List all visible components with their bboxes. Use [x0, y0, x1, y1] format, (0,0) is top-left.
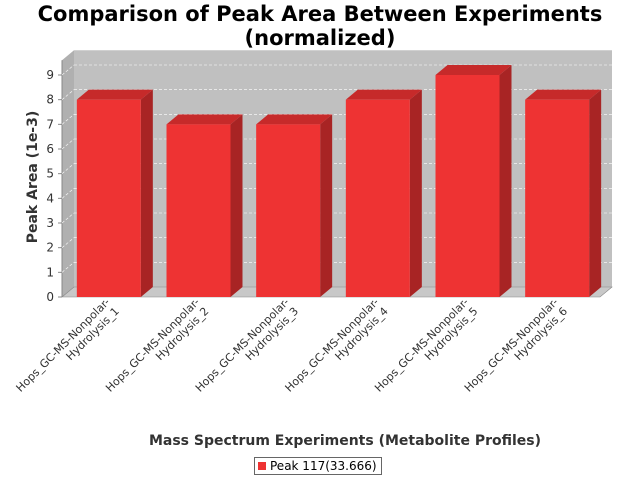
- bar-top: [256, 114, 333, 125]
- bar: [525, 89, 602, 298]
- bars: [76, 65, 602, 298]
- gridline-wall: [61, 237, 75, 248]
- chart-title: Comparison of Peak Area Between Experime…: [0, 2, 640, 50]
- y-tick-label: 3: [46, 216, 54, 230]
- y-tick-label: 7: [46, 117, 54, 131]
- y-axis-ticks: 0 1 2 3 4 5 6 7 8 9: [46, 68, 62, 304]
- bar-side: [230, 114, 243, 297]
- bar-front: [525, 99, 590, 298]
- bar-side: [320, 114, 333, 297]
- y-tick-label: 8: [46, 93, 54, 107]
- bar: [435, 65, 512, 297]
- bar-front: [76, 99, 141, 298]
- y-axis-label: Peak Area (1e-3): [25, 111, 41, 244]
- y-tick-label: 4: [46, 191, 54, 205]
- chart-title-line-1: Comparison of Peak Area Between Experime…: [37, 2, 603, 26]
- gridline-wall: [61, 163, 75, 174]
- x-axis-label: Mass Spectrum Experiments (Metabolite Pr…: [149, 433, 541, 449]
- bar-side: [409, 89, 422, 298]
- gridline-wall: [61, 138, 75, 150]
- bar-front: [435, 75, 500, 297]
- gridline-wall: [61, 262, 75, 273]
- legend-series-label: Peak 117(33.666): [270, 459, 377, 473]
- gridlines: [61, 64, 612, 273]
- x-axis-ticks: Hops_GC-MS-Nonpolar-Hydrolysis_1Hops_GC-…: [14, 296, 571, 395]
- y-tick-label: 5: [46, 167, 54, 181]
- legend-swatch: [258, 462, 266, 470]
- legend: Peak 117(33.666): [254, 457, 382, 475]
- bar-side: [140, 89, 153, 298]
- y-tick-label: 6: [46, 142, 54, 156]
- plot-left-wall: [62, 50, 74, 298]
- bar: [256, 114, 333, 297]
- bar-front: [256, 124, 321, 297]
- bar-front: [166, 124, 231, 297]
- y-tick-label: 0: [46, 290, 54, 304]
- gridline-wall: [61, 212, 75, 224]
- gridline-wall: [61, 89, 75, 100]
- gridline-wall: [61, 64, 75, 76]
- y-tick-label: 9: [46, 68, 54, 82]
- gridline-wall: [61, 188, 75, 199]
- bar-top: [166, 114, 243, 125]
- bar-top: [525, 89, 602, 100]
- bar: [76, 89, 153, 298]
- bar: [166, 114, 243, 297]
- bar-side: [499, 65, 512, 297]
- bar-front: [345, 99, 410, 298]
- bar-top: [435, 65, 512, 75]
- y-tick-label: 1: [46, 265, 54, 279]
- bar-side: [589, 89, 602, 298]
- x-tick-label-line: Hops_GC-MS-Nonpolar-: [14, 296, 113, 395]
- y-tick-label: 2: [46, 241, 54, 255]
- bar: [345, 89, 422, 298]
- gridline-wall: [61, 114, 75, 125]
- chart-title-line-2: (normalized): [244, 26, 396, 50]
- bar-top: [345, 89, 422, 100]
- bar-top: [76, 89, 153, 100]
